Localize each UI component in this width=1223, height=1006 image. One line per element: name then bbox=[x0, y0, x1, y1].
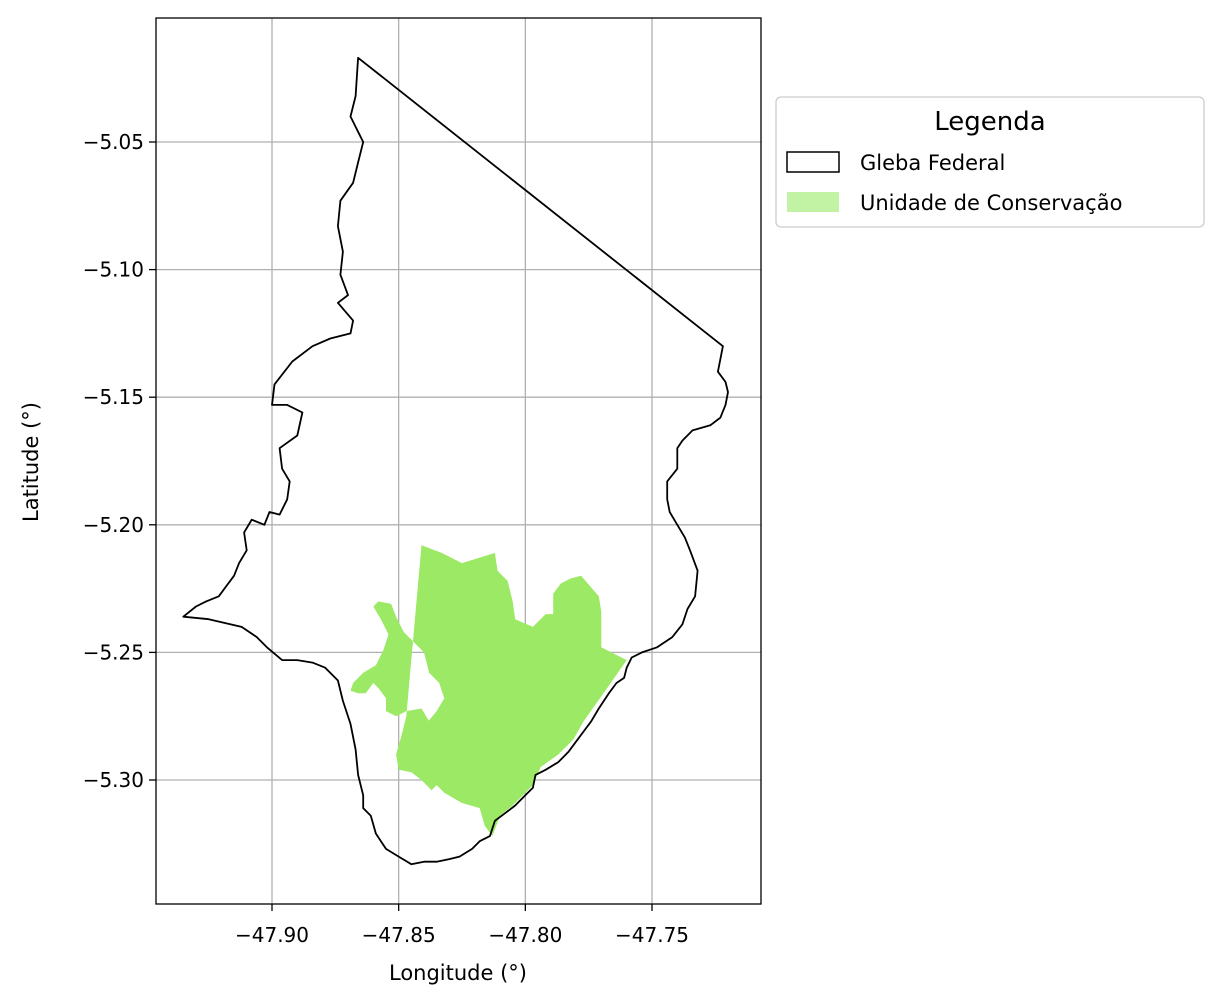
y-tick-label: −5.10 bbox=[83, 258, 144, 282]
x-tick-label: −47.90 bbox=[235, 923, 309, 947]
legend-label-unidade: Unidade de Conservação bbox=[860, 191, 1122, 215]
legend-label-gleba: Gleba Federal bbox=[860, 151, 1005, 175]
y-axis-label: Latitude (°) bbox=[19, 402, 43, 522]
y-tick-label: −5.05 bbox=[83, 130, 144, 154]
y-tick-label: −5.30 bbox=[83, 768, 144, 792]
legend-swatch-gleba bbox=[786, 151, 840, 173]
y-tick-label: −5.25 bbox=[83, 640, 144, 664]
x-tick-label: −47.80 bbox=[488, 923, 562, 947]
legend-title: Legenda bbox=[934, 107, 1045, 137]
gleba-federal-polygon bbox=[182, 56, 729, 866]
y-tick-label: −5.15 bbox=[83, 385, 144, 409]
grid-lines bbox=[156, 18, 761, 904]
legend: Legenda Gleba Federal Unidade de Conserv… bbox=[775, 96, 1205, 228]
x-tick-label: −47.85 bbox=[362, 923, 436, 947]
plot-area: −47.90 −47.85 −47.80 −47.75 −5.05 −5.10 −5.15 −… bbox=[83, 17, 762, 947]
y-tick-label: −5.20 bbox=[83, 513, 144, 537]
x-tick-label: −47.75 bbox=[615, 923, 689, 947]
axis-ticks: −47.90 −47.85 −47.80 −47.75 −5.05 −5.10 −5.15 −… bbox=[83, 130, 689, 947]
legend-box bbox=[775, 96, 1205, 228]
map-layers bbox=[182, 56, 729, 866]
x-axis-label: Longitude (°) bbox=[389, 961, 527, 985]
axes-frame bbox=[155, 17, 762, 905]
legend-swatch-unidade bbox=[787, 192, 839, 212]
unidade-conservacao-polygon bbox=[350, 545, 627, 837]
